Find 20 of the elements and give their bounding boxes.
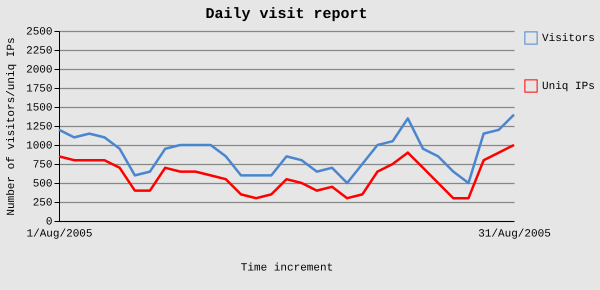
legend-label: Uniq IPs xyxy=(542,81,595,93)
x-tick-label: 1/Aug/2005 xyxy=(26,228,93,240)
y-tick-label: 500 xyxy=(32,178,52,190)
y-tick-label: 2000 xyxy=(26,64,52,76)
line-series xyxy=(58,144,516,200)
y-tick-label: 1250 xyxy=(26,122,52,134)
y-tick-label: 2500 xyxy=(26,26,52,38)
y-axis-title: Number of visitors/uniq IPs xyxy=(6,37,18,216)
y-tick-label: 750 xyxy=(32,160,52,172)
line-series xyxy=(58,113,516,184)
y-tick-label: 0 xyxy=(46,216,52,228)
x-tick-label: 31/Aug/2005 xyxy=(478,228,551,240)
y-tick-label: 1750 xyxy=(26,84,52,96)
chart-title: Daily visit report xyxy=(205,6,368,23)
y-tick-label: 1000 xyxy=(26,140,52,152)
y-tick-label: 2250 xyxy=(26,46,52,58)
x-axis-title: Time increment xyxy=(240,262,334,274)
y-tick-label: 1500 xyxy=(26,102,52,114)
y-tick-label: 250 xyxy=(32,198,52,210)
legend-label: Visitors xyxy=(542,33,595,45)
